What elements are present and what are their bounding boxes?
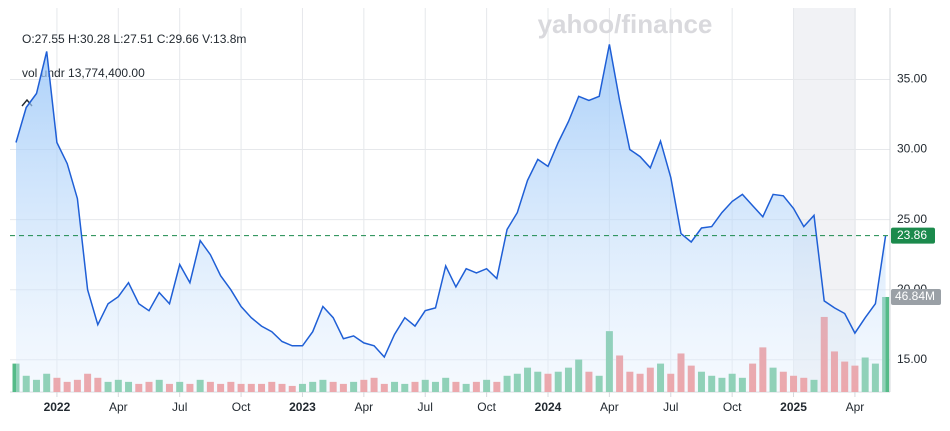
x-tick-label: Apr: [600, 400, 619, 414]
x-tick-label: 2025: [780, 400, 807, 414]
x-tick-label: Oct: [477, 400, 496, 414]
volume-label-box: [891, 288, 941, 305]
x-tick-label: Oct: [723, 400, 742, 414]
x-tick-label: Jul: [172, 400, 187, 414]
x-tick-label: 2023: [289, 400, 316, 414]
current-price-label: 23.86: [897, 228, 927, 242]
volume-text: vol undr 13,774,400.00: [22, 66, 145, 80]
x-tick-label: Apr: [109, 400, 128, 414]
x-tick-label: Apr: [355, 400, 374, 414]
volume-bar: [882, 296, 890, 392]
x-tick-label: Jul: [418, 400, 433, 414]
current-price-box: [891, 227, 935, 244]
price-area: [16, 44, 886, 393]
x-tick-label: 2022: [44, 400, 71, 414]
y-tick-label: 35.00: [897, 72, 927, 86]
x-tick-label: Oct: [232, 400, 251, 414]
y-tick-label: 25.00: [897, 212, 927, 226]
x-tick-label: 2024: [535, 400, 562, 414]
volume-current-label: 46.84M: [895, 289, 935, 303]
watermark: yahoo/finance: [538, 9, 713, 39]
y-tick-label: 15.00: [897, 352, 927, 366]
y-tick-label: 30.00: [897, 142, 927, 156]
ohlc-text: O:27.55 H:30.28 L:27.51 C:29.66 V:13.8m: [22, 32, 246, 46]
x-tick-label: Jul: [663, 400, 678, 414]
x-tick-label: Apr: [846, 400, 865, 414]
price-line: [15, 44, 887, 359]
